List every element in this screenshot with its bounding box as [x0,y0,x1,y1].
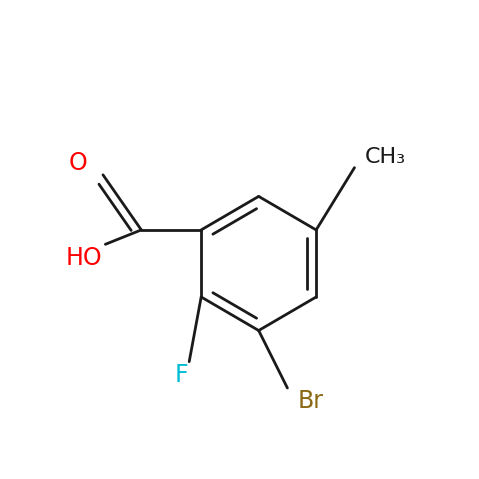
Text: HO: HO [66,246,102,270]
Text: O: O [68,151,87,175]
Text: CH₃: CH₃ [365,147,406,167]
Text: F: F [174,363,188,387]
Text: Br: Br [297,389,323,413]
